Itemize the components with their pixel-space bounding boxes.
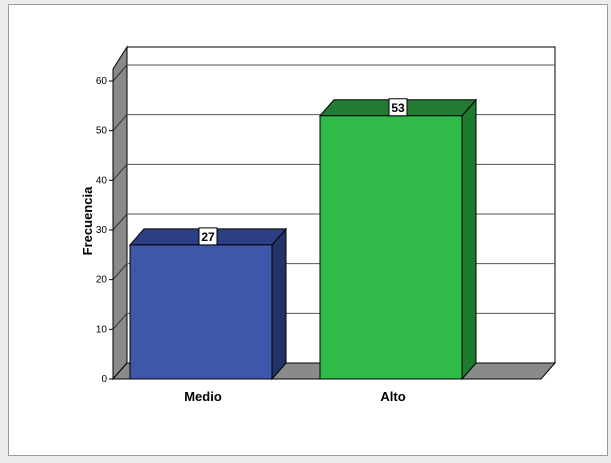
data-label-box bbox=[388, 98, 408, 117]
bar-front bbox=[129, 244, 273, 380]
bar-side bbox=[461, 98, 477, 381]
bar-front bbox=[319, 115, 463, 380]
data-label-box bbox=[198, 227, 218, 246]
y-tick-label: 40 bbox=[96, 175, 108, 186]
bar-side bbox=[271, 227, 287, 381]
y-tick-label: 0 bbox=[101, 374, 107, 385]
gridline-side bbox=[112, 313, 128, 330]
gridline-side bbox=[112, 164, 128, 181]
chart-frame: 0 10 20 30 40 50 60 27 Medio 53 Alto Frecuencia bbox=[8, 4, 608, 456]
bar-chart: 0 10 20 30 40 50 60 27 Medio 53 Alto Frecuencia bbox=[80, 45, 557, 404]
gridline-side bbox=[112, 263, 128, 280]
data-label: 27 bbox=[201, 230, 215, 244]
data-label: 53 bbox=[391, 101, 405, 115]
y-tick-label: 20 bbox=[96, 275, 108, 286]
y-axis-title: Frecuencia bbox=[80, 186, 95, 255]
x-category-label: Alto bbox=[380, 389, 405, 404]
left-wall bbox=[112, 45, 128, 381]
y-tick-label: 60 bbox=[96, 76, 108, 87]
gridline-side bbox=[112, 213, 128, 231]
y-tick-label: 10 bbox=[96, 324, 108, 335]
y-tick-label: 30 bbox=[96, 225, 108, 236]
bar-alto bbox=[318, 98, 478, 381]
y-tick-label: 50 bbox=[96, 126, 108, 137]
gridline-side bbox=[112, 114, 128, 131]
bar-medio bbox=[128, 227, 288, 381]
x-category-label: Medio bbox=[184, 389, 222, 404]
gridline-side bbox=[112, 64, 128, 82]
